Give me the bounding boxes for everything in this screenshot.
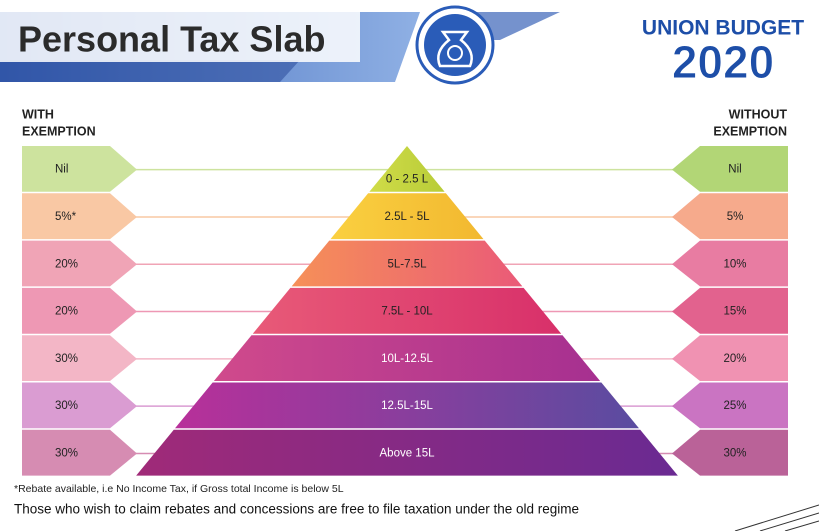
left-arrow [22,287,137,334]
rate-with-exemption: 30% [55,353,78,365]
logo-year: 2020 [672,36,774,88]
income-range: 7.5L - 10L [381,306,433,318]
footnote: *Rebate available, i.e No Income Tax, if… [14,483,344,495]
rate-with-exemption: 5%* [55,211,77,223]
income-range: 0 - 2.5 L [386,174,429,186]
right-arrow [672,335,788,381]
left-arrow [22,335,137,381]
rate-without-exemption: Nil [728,164,741,176]
slab-rows: 0 - 2.5 L Nil Nil 2.5L - 5L 5%* 5% 5L-7.5L 20% 1… [22,146,788,476]
income-range: 5L-7.5L [387,258,427,270]
left-heading: EXEMPTION [22,124,96,138]
rate-without-exemption: 5% [727,211,744,223]
income-range: 2.5L - 5L [385,211,431,223]
right-arrow [672,382,788,429]
right-arrow [672,287,788,334]
left-heading: WITH [22,107,54,121]
left-arrow [22,193,137,240]
income-range: 12.5L-15L [381,400,433,412]
right-arrow [672,240,788,287]
right-arrow [672,146,788,192]
rate-with-exemption: 30% [55,447,78,459]
left-arrow [22,382,137,429]
pyramid-level [291,240,523,287]
logo-top: UNION BUDGET [642,17,804,40]
income-range: 10L-12.5L [381,353,433,365]
rate-without-exemption: 25% [723,400,746,412]
rate-with-exemption: 30% [55,400,78,412]
pyramid-level [175,382,639,429]
rate-without-exemption: 10% [723,258,746,270]
note: Those who wish to claim rebates and conc… [14,502,579,517]
right-heading: EXEMPTION [713,124,787,138]
left-arrow [22,146,137,192]
right-arrow [672,193,788,240]
rate-without-exemption: 15% [723,306,746,318]
right-heading: WITHOUT [729,107,788,121]
rate-without-exemption: 20% [723,353,746,365]
pyramid-level [213,335,601,381]
rate-with-exemption: 20% [55,258,78,270]
title: Personal Tax Slab [18,19,325,60]
pyramid-level [369,146,445,192]
pyramid-level [136,429,678,476]
rate-with-exemption: 20% [55,306,78,318]
right-arrow [672,429,788,476]
income-range: Above 15L [380,447,436,459]
pyramid-level [252,287,562,334]
pyramid-level [330,193,484,240]
corner-lines [734,504,819,531]
left-arrow [22,429,137,476]
left-arrow [22,240,137,287]
rate-without-exemption: 30% [723,447,746,459]
tax-icon [415,5,495,85]
rate-with-exemption: Nil [55,164,68,176]
